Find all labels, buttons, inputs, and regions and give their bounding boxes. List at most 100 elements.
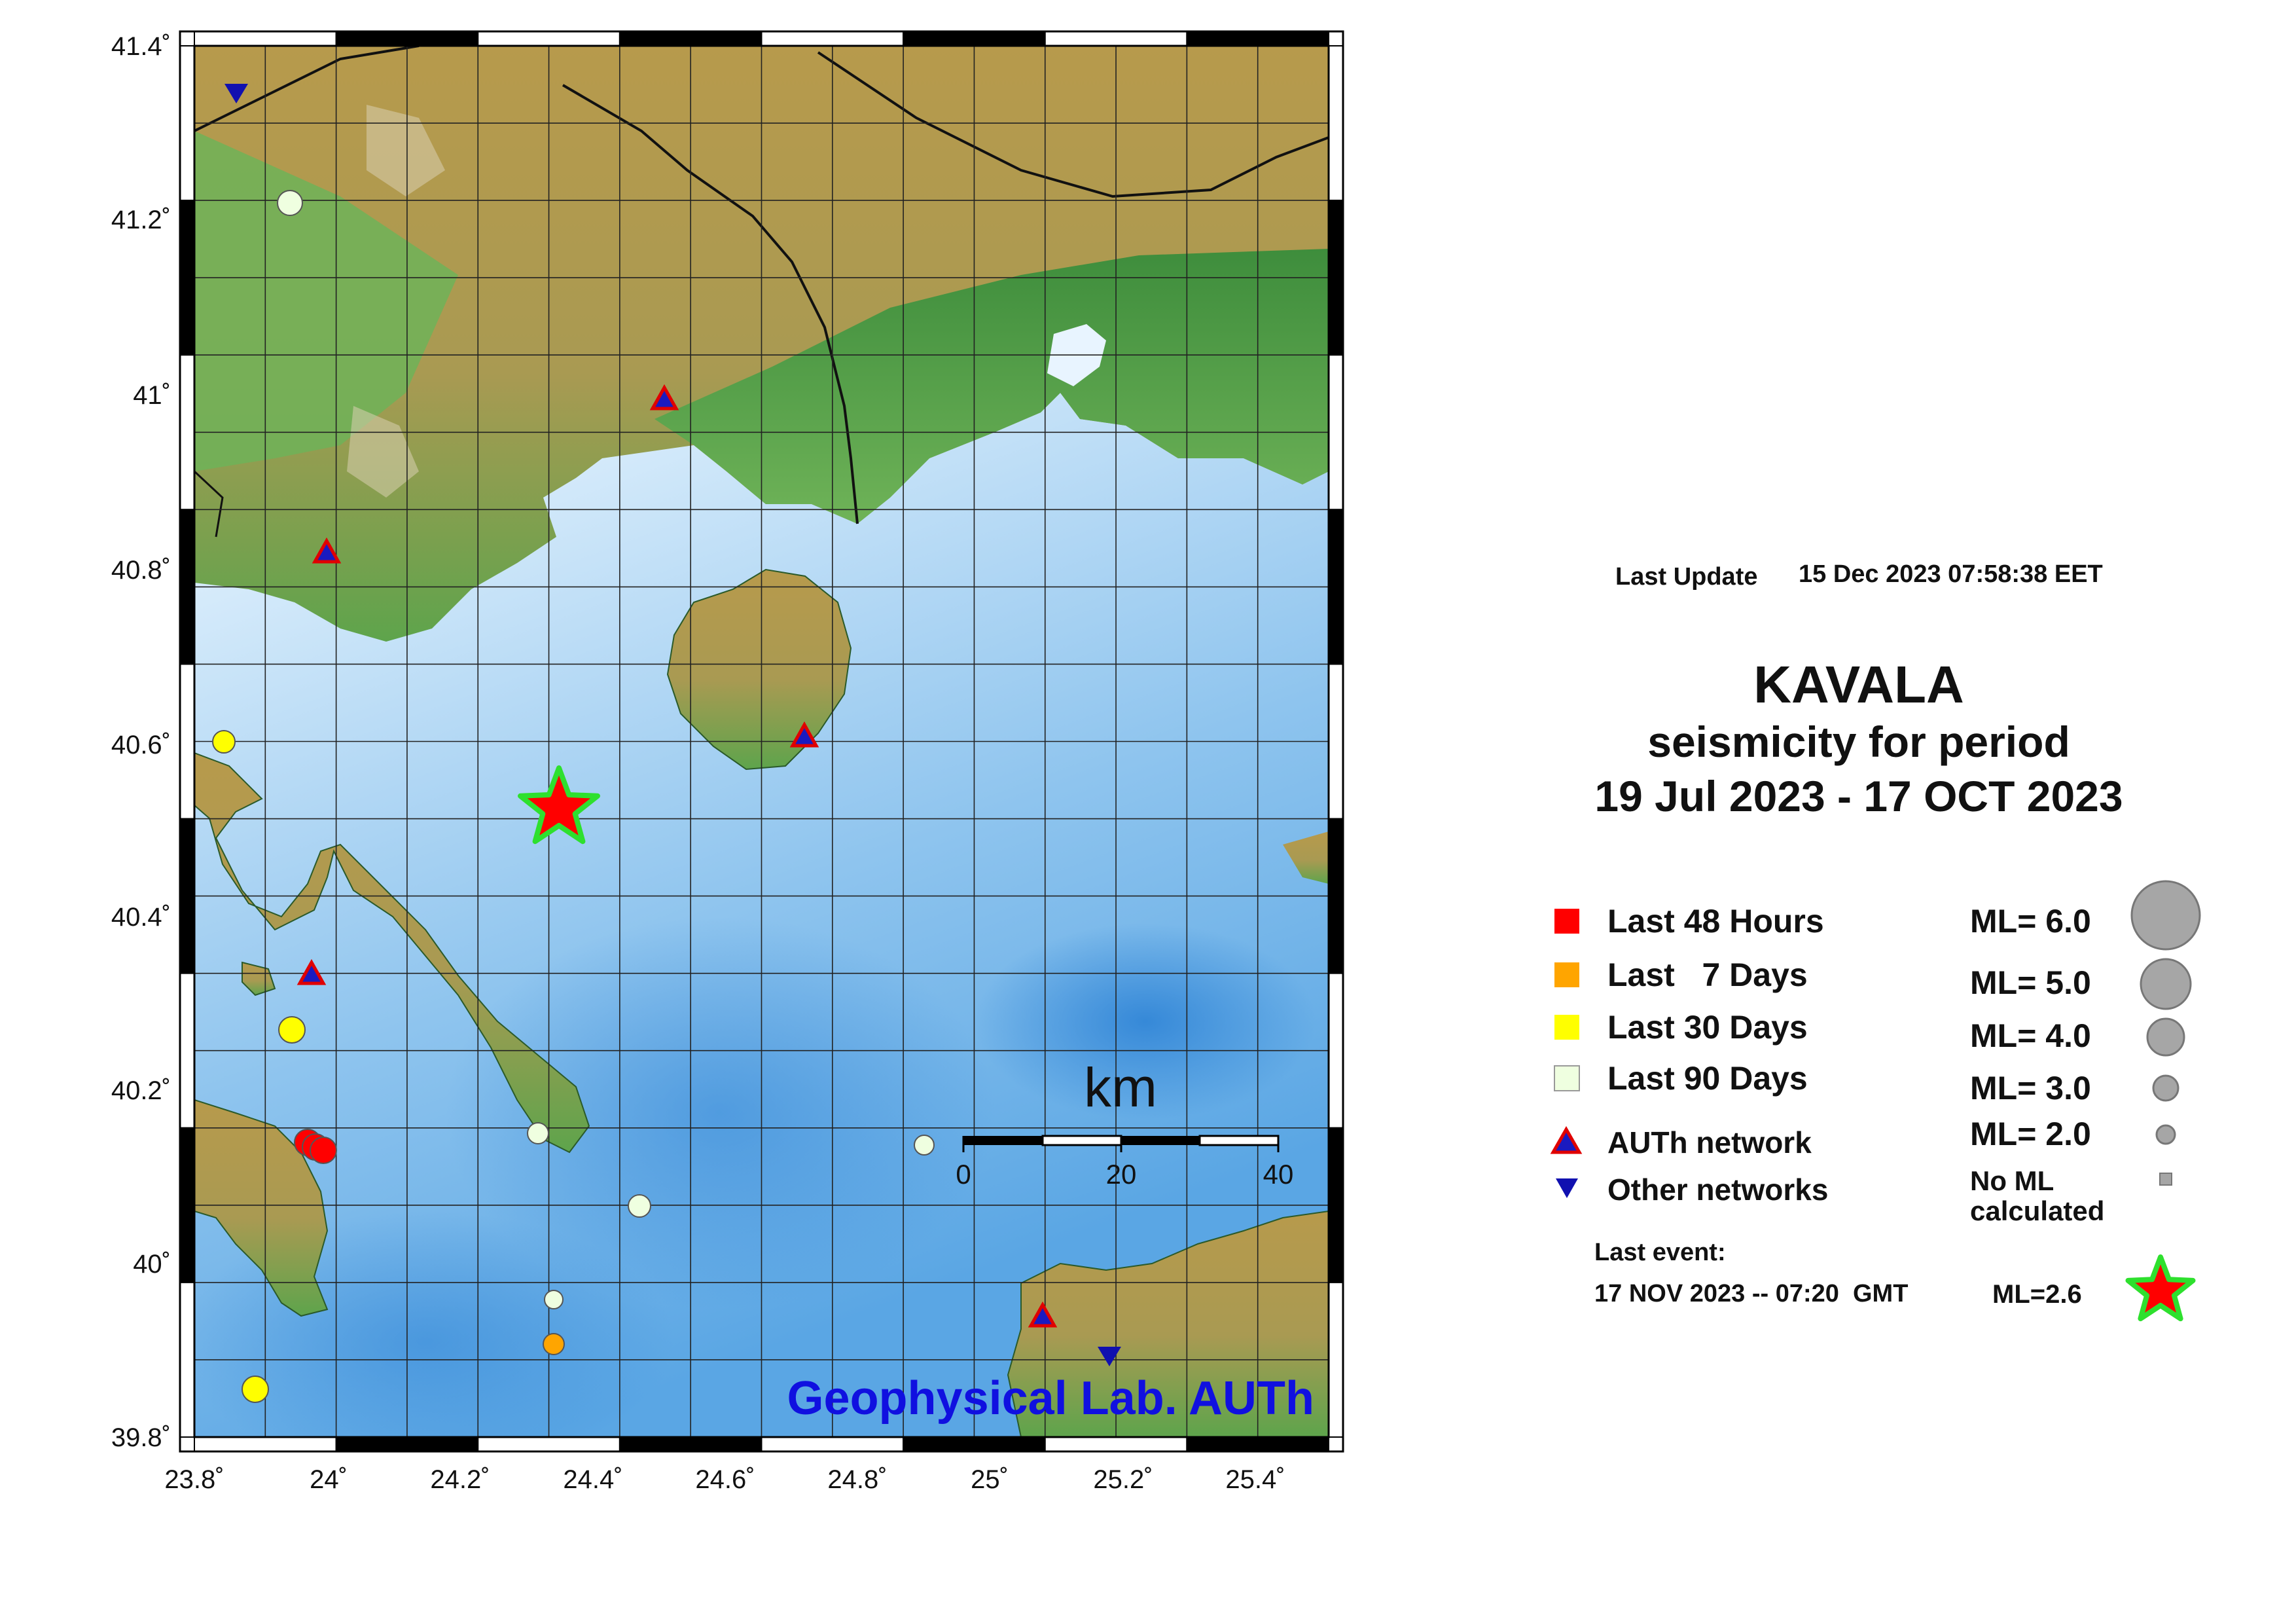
- event-90d: [277, 190, 303, 216]
- ml-label-5: ML= 5.0: [1970, 964, 2091, 1001]
- ml-label-6: ML= 6.0: [1970, 903, 2091, 939]
- latitude-tick-label: 40.2˚: [111, 1076, 171, 1105]
- scale-bar: km 0 20 40: [956, 1057, 1293, 1190]
- region-title: KAVALA: [1753, 655, 1964, 714]
- lowland-plain: [655, 249, 1329, 524]
- ml-label-3: ML= 3.0: [1970, 1070, 2091, 1106]
- latitude-tick-label: 40.4˚: [111, 903, 171, 932]
- last-event-legend-star-icon: [2125, 1254, 2196, 1322]
- auth-station-icon: [296, 958, 327, 985]
- period-subtitle: seismicity for period: [1647, 718, 2070, 766]
- frame-band: [335, 1436, 479, 1452]
- frame-band: [761, 31, 905, 46]
- frame-band: [179, 354, 195, 511]
- frame-inner: [193, 45, 1330, 1438]
- scale-tick: 0: [956, 1159, 971, 1190]
- legend-label-other: Other networks: [1607, 1173, 1829, 1207]
- auth-station-icon: [649, 384, 679, 410]
- legend-symbols: [1550, 880, 2201, 1322]
- ml-6-circle: [2130, 880, 2201, 951]
- legend-label-7d: Last 7 Days: [1607, 957, 1808, 993]
- longitude-tick-label: 24.8˚: [827, 1465, 887, 1494]
- map-area: [194, 46, 1329, 1437]
- frame-band: [477, 31, 620, 46]
- longitude-tick-label: 24˚: [310, 1465, 348, 1494]
- latitude-labels: 41.4˚ 41.2˚ 41˚ 40.8˚ 40.6˚ 40.4˚ 40.2˚ 40˚ 39.8…: [111, 32, 171, 1452]
- graticule: [194, 46, 1329, 1437]
- frame-band: [179, 972, 195, 1129]
- frame-band: [1328, 1127, 1344, 1283]
- frame-outline: [179, 30, 1344, 1453]
- longitude-tick-label: 24.2˚: [430, 1465, 490, 1494]
- event-90d: [628, 1194, 651, 1218]
- no-ml-square: [2159, 1173, 2172, 1186]
- chalkidiki-south: [194, 1099, 329, 1317]
- frame-band: [1044, 31, 1188, 46]
- frame-band: [1328, 200, 1344, 356]
- ml-3-circle: [2152, 1074, 2179, 1102]
- map-frame: [179, 30, 1344, 1453]
- latitude-tick-label: 40˚: [133, 1250, 171, 1279]
- scale-tick: 40: [1263, 1159, 1294, 1190]
- frame-band: [1328, 509, 1344, 665]
- frame-band: [1186, 31, 1329, 46]
- events: [212, 190, 935, 1403]
- latitude-tick-label: 41˚: [133, 381, 171, 410]
- ml-5-circle: [2140, 958, 2192, 1010]
- frame-band: [1328, 1281, 1344, 1438]
- frame-band: [619, 31, 762, 46]
- frame-band: [1044, 1436, 1188, 1452]
- scale-tick: 20: [1106, 1159, 1137, 1190]
- frame-band: [179, 45, 195, 202]
- frame-band: [179, 1127, 195, 1283]
- frame-band: [477, 1436, 620, 1452]
- legend-swatch-90d: [1554, 1065, 1580, 1091]
- event-48h: [310, 1137, 337, 1164]
- last-event-time: 17 NOV 2023 -- 07:20 GMT: [1594, 1280, 1909, 1307]
- ml-4-circle: [2146, 1017, 2185, 1057]
- latitude-tick-label: 40.8˚: [111, 556, 171, 585]
- frame-band: [179, 818, 195, 974]
- frame-band: [179, 663, 195, 820]
- event-30d: [242, 1376, 269, 1403]
- event-7d: [543, 1333, 565, 1355]
- credit-label: Geophysical Lab. AUTh: [787, 1372, 1314, 1425]
- frame-band: [335, 31, 479, 46]
- frame-band: [1328, 818, 1344, 974]
- legend-label-auth: AUTh network: [1607, 1125, 1812, 1159]
- auth-station-icon: [1028, 1301, 1058, 1328]
- auth-network-icon: [1550, 1125, 1583, 1154]
- scale-unit: km: [1084, 1057, 1157, 1118]
- legend-label-30d: Last 30 Days: [1607, 1009, 1808, 1046]
- frame-band: [179, 200, 195, 356]
- longitude-tick-label: 25˚: [971, 1465, 1009, 1494]
- longitude-tick-label: 23.8˚: [164, 1465, 224, 1494]
- ml-2-circle: [2155, 1124, 2176, 1145]
- longitude-tick-label: 24.4˚: [563, 1465, 622, 1494]
- legend-label-90d: Last 90 Days: [1607, 1060, 1808, 1097]
- latitude-tick-label: 39.8˚: [111, 1423, 171, 1452]
- other-network-icon: [1556, 1178, 1578, 1198]
- ml-label-2: ML= 2.0: [1970, 1116, 2091, 1152]
- event-90d: [914, 1135, 935, 1156]
- auth-station-icon: [312, 537, 342, 564]
- latitude-tick-label: 41.2˚: [111, 206, 171, 234]
- event-30d: [278, 1016, 306, 1044]
- event-30d: [212, 730, 236, 754]
- legend-swatch-48h: [1554, 909, 1579, 934]
- last-event-ml: ML=2.6: [1992, 1280, 2082, 1309]
- frame-band: [179, 1281, 195, 1438]
- latitude-tick-label: 41.4˚: [111, 32, 171, 61]
- limnos-island: [1007, 1210, 1329, 1437]
- last-event-star-icon: [518, 765, 600, 845]
- frame-band: [179, 509, 195, 665]
- latitude-tick-label: 40.6˚: [111, 731, 171, 759]
- longitude-tick-label: 24.6˚: [695, 1465, 755, 1494]
- other-stations: [224, 84, 1121, 1366]
- frame-band: [194, 1436, 337, 1452]
- no-ml-label-2: calculated: [1970, 1195, 2105, 1226]
- last-event-label: Last event:: [1594, 1239, 1726, 1266]
- legend-swatch-30d: [1554, 1015, 1579, 1040]
- frame-band: [903, 1436, 1046, 1452]
- frame-band: [903, 31, 1046, 46]
